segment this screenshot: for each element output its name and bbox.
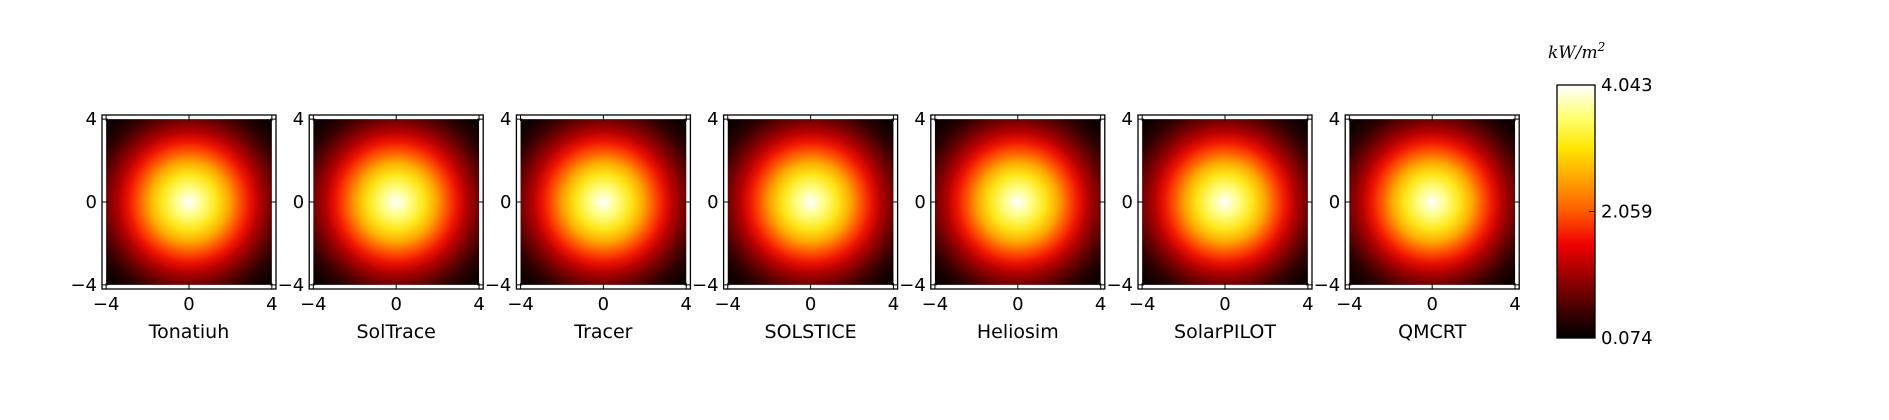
x-tick-label: 0 bbox=[183, 294, 194, 315]
colorbar-tick-label: 4.043 bbox=[1601, 75, 1653, 96]
y-tick-label: −4 bbox=[485, 275, 512, 296]
y-tick-label: −4 bbox=[70, 275, 97, 296]
x-tick-label: −4 bbox=[922, 294, 949, 315]
colorbar-gradient bbox=[1557, 85, 1595, 338]
y-tick-label: 4 bbox=[707, 109, 718, 130]
flux-panel: −4 0 4 4 0 −4 SolarPILOT bbox=[1106, 109, 1313, 343]
y-tick-label: −4 bbox=[1106, 275, 1133, 296]
y-tick-label: 4 bbox=[1329, 109, 1340, 130]
x-tick-label: −4 bbox=[93, 294, 120, 315]
y-tick-label: −4 bbox=[1314, 275, 1341, 296]
panel-title: Tracer bbox=[573, 321, 632, 343]
x-tick-label: 4 bbox=[681, 294, 692, 315]
y-tick-label: 4 bbox=[293, 109, 304, 130]
x-tick-label: −4 bbox=[300, 294, 327, 315]
x-tick-label: 0 bbox=[390, 294, 401, 315]
x-tick-label: −4 bbox=[714, 294, 741, 315]
colorbar-tick-label: 2.059 bbox=[1601, 201, 1653, 222]
x-tick-label: 4 bbox=[266, 294, 277, 315]
y-tick-label: 4 bbox=[86, 109, 97, 130]
x-tick-label: −4 bbox=[1336, 294, 1363, 315]
panel-title: SOLSTICE bbox=[765, 321, 857, 343]
x-tick-label: 4 bbox=[1095, 294, 1106, 315]
y-tick-label: 0 bbox=[707, 192, 718, 213]
x-tick-label: 0 bbox=[805, 294, 816, 315]
flux-heatmap bbox=[1349, 119, 1516, 285]
flux-panel: −4 0 4 4 0 −4 Tracer bbox=[485, 109, 692, 343]
y-tick-label: 0 bbox=[1122, 192, 1133, 213]
x-tick-label: 4 bbox=[1302, 294, 1313, 315]
y-tick-label: 4 bbox=[914, 109, 925, 130]
y-tick-label: 0 bbox=[914, 192, 925, 213]
y-tick-label: −4 bbox=[278, 275, 305, 296]
flux-panel: −4 0 4 4 0 −4 Heliosim bbox=[899, 109, 1106, 343]
panel-title: Tonatiuh bbox=[148, 321, 230, 343]
colorbar-tick-label: 0.074 bbox=[1601, 328, 1653, 349]
panel-title: SolTrace bbox=[357, 321, 436, 343]
x-tick-label: −4 bbox=[1129, 294, 1156, 315]
y-tick-label: 4 bbox=[500, 109, 511, 130]
flux-heatmap bbox=[1142, 119, 1308, 285]
y-tick-label: 4 bbox=[1122, 109, 1133, 130]
panel-title: QMCRT bbox=[1398, 321, 1466, 343]
x-tick-label: 0 bbox=[1219, 294, 1230, 315]
x-tick-label: 0 bbox=[1012, 294, 1023, 315]
y-tick-label: 0 bbox=[293, 192, 304, 213]
colorbar: 4.043 2.059 0.074 kW/m2 bbox=[1548, 40, 1653, 349]
panel-title: SolarPILOT bbox=[1174, 321, 1276, 343]
x-tick-label: 4 bbox=[888, 294, 899, 315]
panel-title: Heliosim bbox=[977, 321, 1059, 343]
x-tick-label: −4 bbox=[507, 294, 534, 315]
y-tick-label: 0 bbox=[1329, 192, 1340, 213]
flux-heatmap bbox=[934, 119, 1101, 285]
y-tick-label: 0 bbox=[500, 192, 511, 213]
flux-panel: −4 0 4 4 0 −4 QMCRT bbox=[1314, 109, 1521, 343]
flux-heatmap bbox=[313, 119, 480, 285]
flux-panel: −4 0 4 4 0 −4 Tonatiuh bbox=[70, 109, 277, 343]
x-tick-label: 4 bbox=[1509, 294, 1520, 315]
flux-heatmap bbox=[106, 119, 272, 285]
colorbar-unit-label: kW/m2 bbox=[1548, 40, 1605, 63]
flux-heatmap bbox=[727, 119, 894, 285]
flux-panel: −4 0 4 4 0 −4 SOLSTICE bbox=[692, 109, 899, 343]
flux-panel: −4 0 4 4 0 −4 SolTrace bbox=[278, 109, 485, 343]
x-tick-label: 0 bbox=[598, 294, 609, 315]
y-tick-label: −4 bbox=[692, 275, 719, 296]
flux-heatmap bbox=[520, 119, 687, 285]
x-tick-label: 0 bbox=[1426, 294, 1437, 315]
y-tick-label: −4 bbox=[899, 275, 926, 296]
x-tick-label: 4 bbox=[473, 294, 484, 315]
y-tick-label: 0 bbox=[86, 192, 97, 213]
